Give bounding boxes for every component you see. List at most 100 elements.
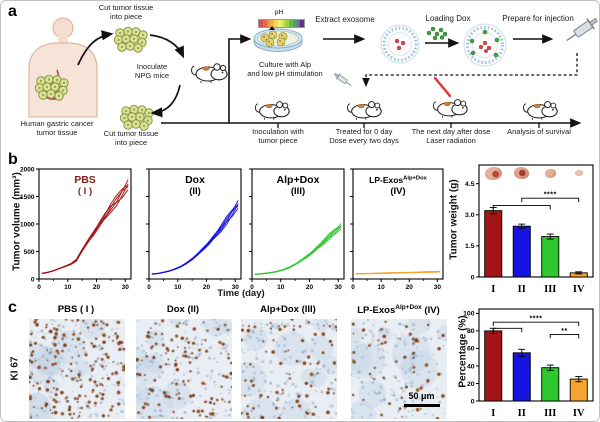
ihc-image-dox <box>136 319 232 419</box>
svg-text:30: 30 <box>122 284 130 291</box>
svg-text:100: 100 <box>463 311 475 318</box>
scalebar-icon <box>404 404 440 407</box>
prepare-injection-label: Prepare for injection <box>502 14 574 23</box>
svg-text:0: 0 <box>471 398 475 405</box>
extract-exosome-label: Extract exosome <box>315 15 375 24</box>
ph-segment <box>277 20 282 27</box>
ph-segment <box>270 20 274 27</box>
svg-text:3.0: 3.0 <box>465 212 475 219</box>
svg-text:20: 20 <box>406 284 414 291</box>
svg-text:III: III <box>544 284 556 295</box>
svg-text:1000: 1000 <box>20 221 35 228</box>
ph-segment <box>259 20 263 27</box>
histology-title: PBS ( I ) <box>57 304 95 315</box>
tumor-volume-chart-lpexos: 0 10 20 30 LP-ExosAlp+Dox(IV) <box>350 168 444 291</box>
inoculate-label: Inoculate NPG mice <box>134 62 170 80</box>
svg-text:0: 0 <box>250 284 254 291</box>
injection-syringe-icon <box>333 72 352 86</box>
svg-text:**: ** <box>561 328 567 335</box>
tumor-photo <box>545 169 556 178</box>
culture-label: Culture with Alp and low pH stimulation <box>247 60 323 78</box>
svg-text:30: 30 <box>434 284 442 291</box>
svg-text:IV: IV <box>573 408 585 419</box>
svg-text:30: 30 <box>232 284 240 291</box>
process-arrows <box>161 34 582 128</box>
tumor-on-stomach-icon <box>35 75 69 101</box>
laser-beam-icon <box>433 76 452 98</box>
svg-text:0: 0 <box>147 284 151 291</box>
dox-drug-dots-icon <box>426 26 448 41</box>
svg-text:1.5: 1.5 <box>465 243 475 250</box>
ihc-image-lpexos <box>351 319 447 419</box>
title-base: LP-Exos <box>357 305 396 317</box>
ph-label: pH <box>274 9 284 16</box>
ihc-image-pbs <box>29 319 125 419</box>
svg-text:10: 10 <box>277 284 285 291</box>
svg-text:III: III <box>544 408 556 419</box>
svg-text:(III): (III) <box>291 186 305 197</box>
tumor-weight-bar-chart: 01.53.04.5I II III IV**** <box>465 164 594 295</box>
svg-text:30: 30 <box>335 284 343 291</box>
timeline-step-label: Treated for 0 day Dose every two days <box>329 127 399 145</box>
svg-text:0: 0 <box>31 276 35 283</box>
exosome-dox-loaded-icon <box>463 23 507 67</box>
panel-letter-a: a <box>8 3 17 20</box>
svg-text:I: I <box>491 408 495 419</box>
timeline-step-label: Analysis of survival <box>507 127 571 136</box>
svg-text:10: 10 <box>174 284 182 291</box>
timeline-mouse-icon <box>346 101 383 121</box>
loop-arrows <box>77 30 185 118</box>
svg-text:PBS: PBS <box>74 174 96 186</box>
svg-text:10: 10 <box>378 284 386 291</box>
tumor-volume-chart-dox: 0 10 20 30 Dox(II) <box>146 168 242 291</box>
tumor-photo <box>514 167 529 179</box>
svg-text:(II): (II) <box>189 186 201 197</box>
svg-text:Alp+Dox: Alp+Dox <box>277 174 320 186</box>
svg-text:II: II <box>518 408 526 419</box>
tumor-photo <box>485 167 502 180</box>
npg-mouse-icon <box>190 63 229 84</box>
ph-segment <box>300 20 304 27</box>
histology-title: LP-ExosAlp+Dox (IV) <box>341 304 456 316</box>
svg-text:20: 20 <box>306 284 314 291</box>
svg-text:500: 500 <box>24 249 35 256</box>
svg-text:(IV): (IV) <box>390 186 405 197</box>
tumor-photo <box>575 170 583 176</box>
svg-text:20: 20 <box>93 284 101 291</box>
svg-text:80: 80 <box>467 328 475 335</box>
timeline-mouse-icon <box>432 99 469 119</box>
title-sup: Alp+Dox <box>395 304 422 311</box>
exosome-icon <box>380 24 420 64</box>
ph-pointer-icon <box>269 26 275 30</box>
svg-text:LP-ExosAlp+Dox: LP-ExosAlp+Dox <box>369 175 427 185</box>
ph-segment <box>292 20 297 27</box>
ph-segment <box>296 20 301 27</box>
loading-dox-label: Loading Dox <box>425 14 471 23</box>
ph-segment <box>281 20 286 27</box>
ph-segment <box>262 20 267 27</box>
time-axis-label: Time (day) <box>217 288 265 299</box>
svg-text:****: **** <box>544 192 557 199</box>
svg-text:40: 40 <box>467 363 475 370</box>
svg-text:II: II <box>518 284 526 295</box>
scalebar-label: 50 μm <box>408 391 435 401</box>
svg-text:2000: 2000 <box>20 166 35 173</box>
cut-top-label: Cut tumor tissue into piece <box>98 3 154 21</box>
tumor-piece-icon <box>114 27 148 53</box>
timeline-mouse-icon <box>522 101 559 121</box>
ph-segment <box>289 20 293 27</box>
ihc-image-alpdox <box>241 319 337 419</box>
ph-segment <box>266 20 271 27</box>
svg-text:1500: 1500 <box>20 194 35 201</box>
title-rest: (IV) <box>421 305 440 317</box>
human-figure-icon <box>28 17 98 118</box>
ki67-row-label: KI 67 <box>9 356 21 381</box>
ph-segment <box>285 20 289 27</box>
svg-text:( I ): ( I ) <box>78 186 92 197</box>
timeline-step-label: Inoculation with tumor piece <box>252 127 304 145</box>
svg-text:Dox: Dox <box>185 174 205 186</box>
panel-a-diagram <box>28 17 598 131</box>
cut-bottom-label: Cut tumor tissue into piece <box>103 129 159 147</box>
